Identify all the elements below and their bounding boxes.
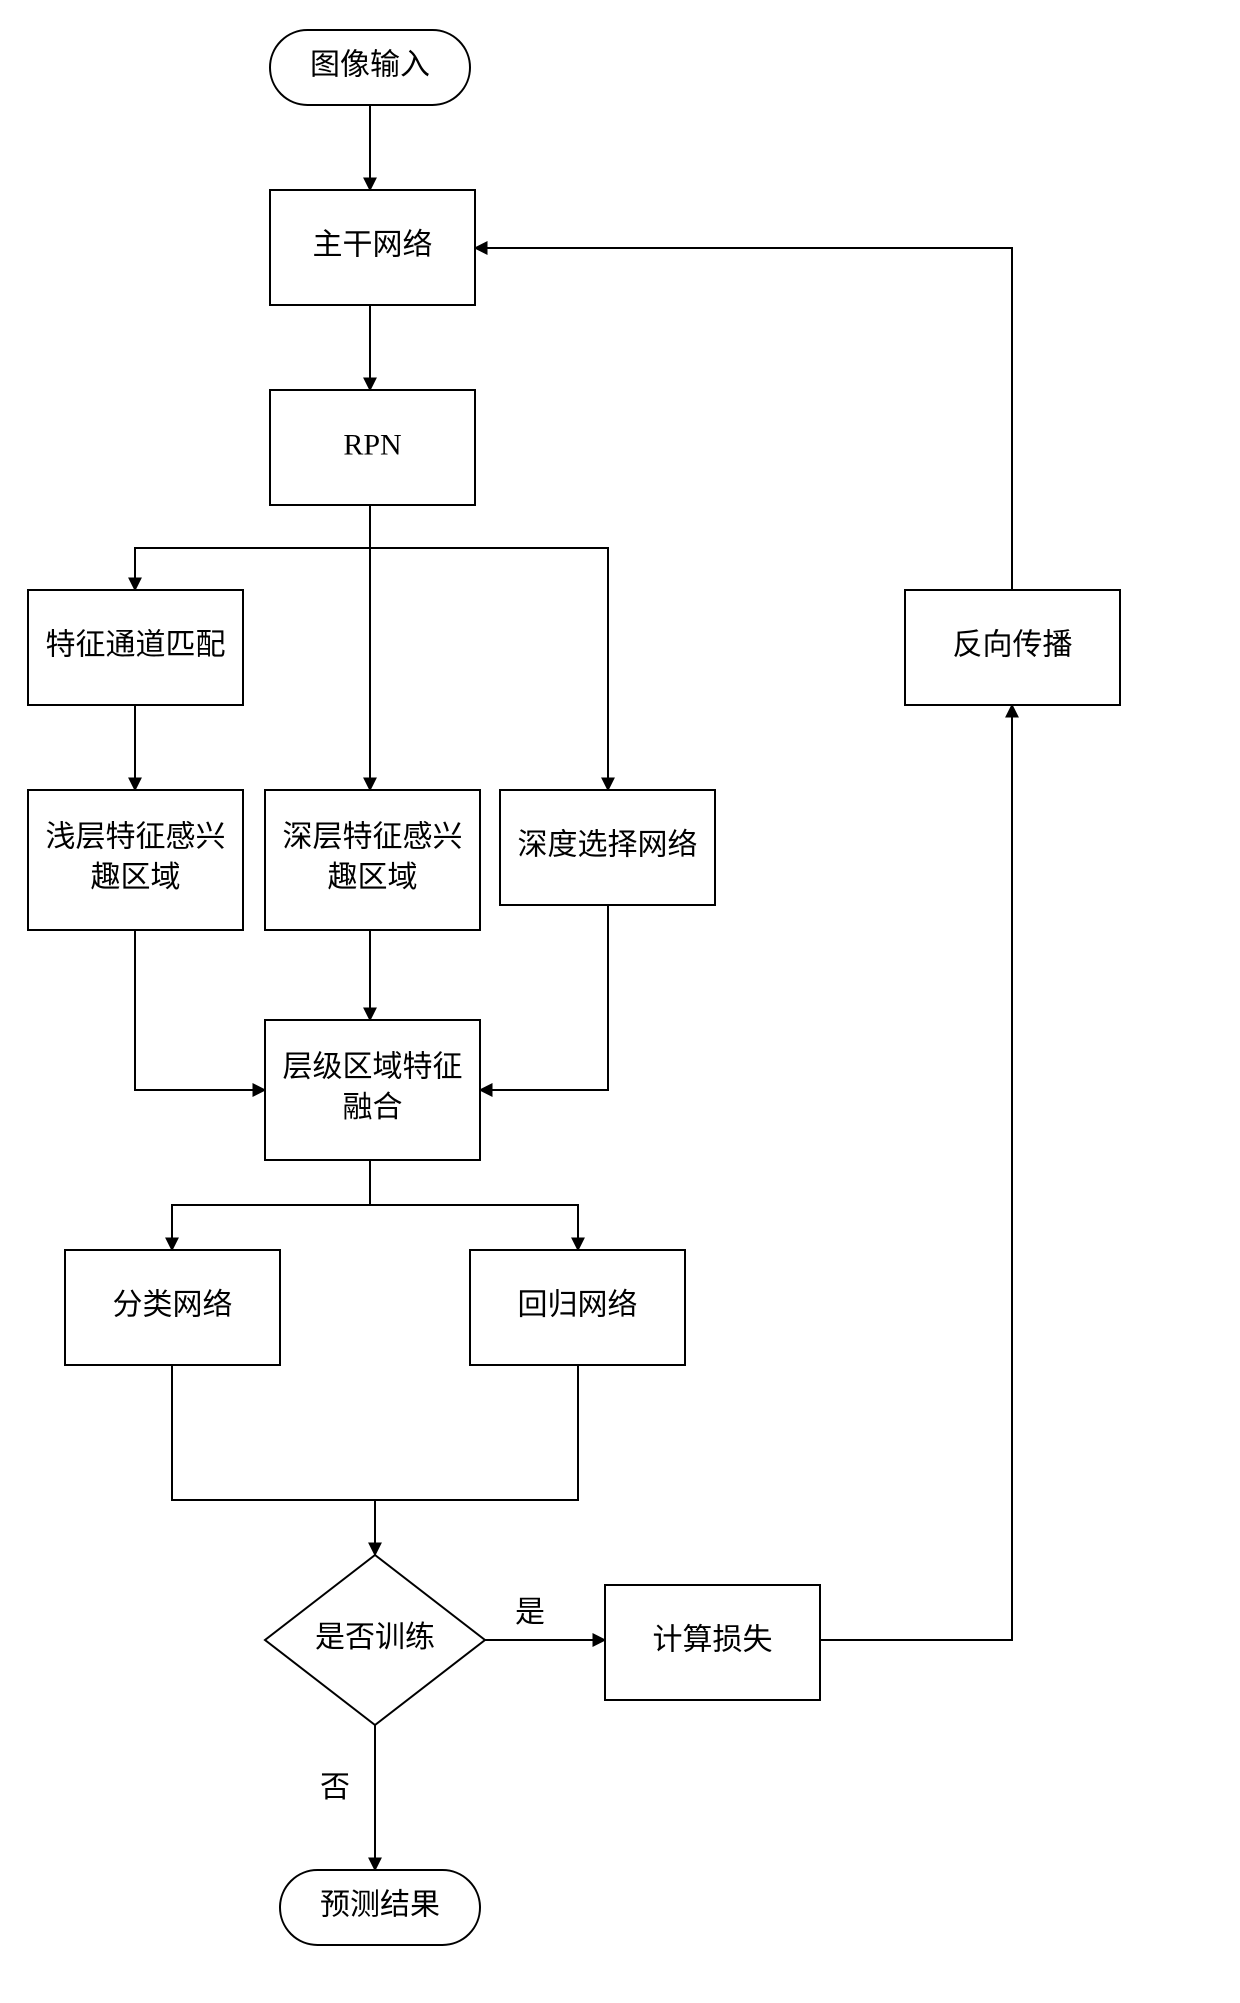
edge-label-train-output: 否 bbox=[320, 1771, 350, 1804]
node-label-backbone: 主干网络 bbox=[313, 228, 433, 261]
edge-reg-train bbox=[375, 1365, 578, 1500]
node-label-reg: 回归网络 bbox=[518, 1288, 638, 1321]
node-label-rpn: RPN bbox=[343, 428, 401, 461]
edge-loss-backprop bbox=[820, 705, 1012, 1640]
edge-depthsel-fusion bbox=[480, 905, 608, 1090]
node-label-input: 图像输入 bbox=[310, 48, 430, 81]
node-label-fusion-1: 融合 bbox=[343, 1091, 403, 1124]
node-label-backprop: 反向传播 bbox=[953, 628, 1073, 661]
node-label-fusion-0: 层级区域特征 bbox=[283, 1051, 463, 1084]
node-label-cls: 分类网络 bbox=[113, 1288, 233, 1321]
node-label-deep-1: 趣区域 bbox=[328, 861, 418, 894]
edge-shallow-fusion bbox=[135, 930, 265, 1090]
node-label-shallow-1: 趣区域 bbox=[91, 861, 181, 894]
node-label-loss: 计算损失 bbox=[653, 1623, 773, 1656]
node-fusion bbox=[265, 1020, 480, 1160]
edge-rpn-depthsel bbox=[370, 505, 608, 790]
node-shallow bbox=[28, 790, 243, 930]
node-label-output: 预测结果 bbox=[320, 1888, 440, 1921]
edge-backprop-backbone bbox=[475, 248, 1012, 590]
node-label-shallow-0: 浅层特征感兴 bbox=[46, 821, 226, 854]
node-label-depthsel: 深度选择网络 bbox=[518, 828, 698, 861]
edge-cls-train bbox=[172, 1365, 375, 1555]
edge-fusion-reg bbox=[370, 1160, 578, 1250]
edge-label-train-loss: 是 bbox=[515, 1596, 545, 1629]
node-deep bbox=[265, 790, 480, 930]
edge-rpn-chmatch bbox=[135, 505, 370, 590]
node-label-deep-0: 深层特征感兴 bbox=[283, 821, 463, 854]
node-label-chmatch: 特征通道匹配 bbox=[46, 628, 226, 661]
edge-fusion-cls bbox=[172, 1160, 370, 1250]
node-label-train: 是否训练 bbox=[315, 1621, 435, 1654]
